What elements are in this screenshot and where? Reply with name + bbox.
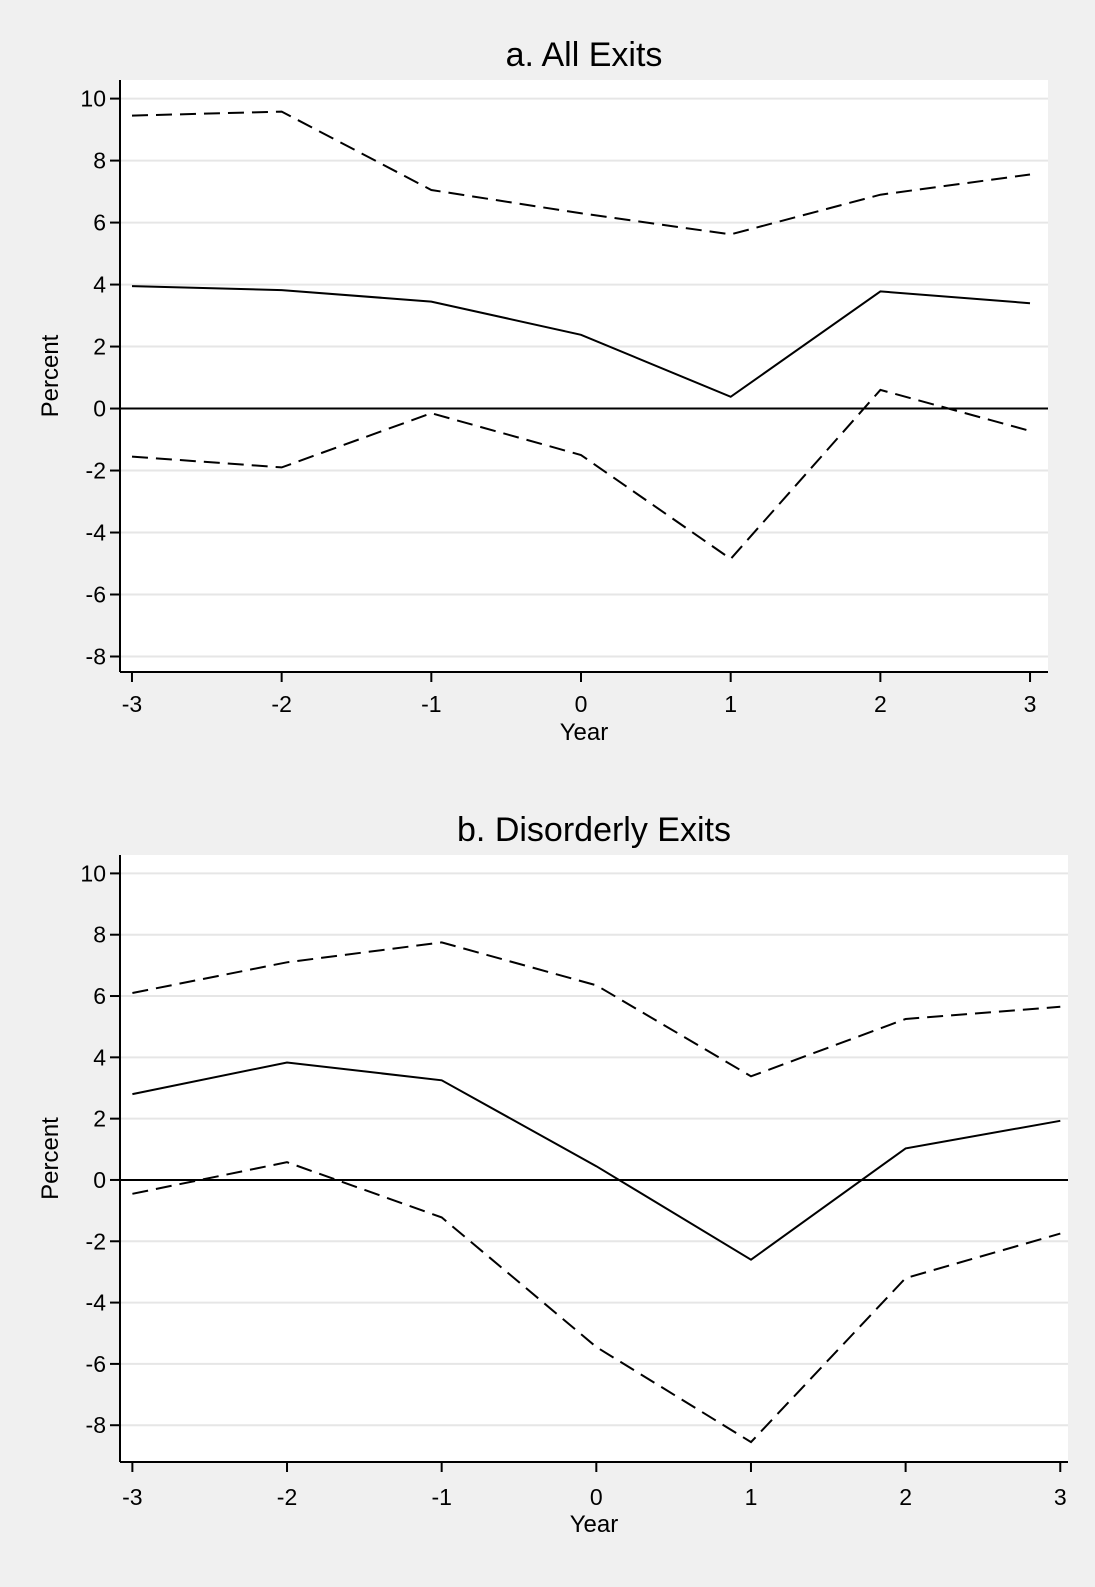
y-tick-label: 6 bbox=[93, 983, 106, 1009]
y-tick-label: -2 bbox=[86, 1228, 106, 1254]
x-tick-label: -1 bbox=[431, 1484, 451, 1510]
y-tick-label: 2 bbox=[93, 1106, 106, 1132]
y-tick-label: 0 bbox=[93, 1167, 106, 1193]
plot-area bbox=[120, 855, 1068, 1462]
y-tick-label: 8 bbox=[93, 148, 106, 174]
x-tick-label: -3 bbox=[122, 1484, 142, 1510]
x-tick-label: 0 bbox=[575, 691, 588, 717]
y-tick-label: 10 bbox=[80, 86, 106, 112]
x-tick-label: 2 bbox=[874, 691, 887, 717]
y-tick-label: 6 bbox=[93, 210, 106, 236]
chart-all-exits: a. All Exits -8 -6 -4 -2 0 2 4 6 8 10 -3 -2 -1 0 1 2 3 Yea… bbox=[37, 36, 1048, 746]
x-tick-label: 1 bbox=[724, 691, 737, 717]
series-line-upper-bound bbox=[131, 110, 1031, 236]
y-tick-label: -2 bbox=[86, 458, 106, 484]
y-tick-label: 0 bbox=[93, 396, 106, 422]
y-tick-label: -8 bbox=[86, 644, 106, 670]
y-tick-label: -6 bbox=[86, 1351, 106, 1377]
x-tick-label: 1 bbox=[745, 1484, 758, 1510]
x-tick-label: 0 bbox=[590, 1484, 603, 1510]
series-line-estimate bbox=[131, 285, 1031, 398]
y-tick-label: 4 bbox=[93, 272, 106, 298]
x-tick-label: 2 bbox=[899, 1484, 912, 1510]
y-tick-label: 4 bbox=[93, 1044, 106, 1070]
y-tick-label: -8 bbox=[86, 1412, 106, 1438]
chart-title: a. All Exits bbox=[506, 36, 663, 74]
y-tick-label: -4 bbox=[86, 1290, 107, 1316]
y-tick-label: 8 bbox=[93, 922, 106, 948]
y-tick-label: -4 bbox=[86, 520, 107, 546]
y-axis-title: Percent bbox=[37, 334, 64, 417]
y-axis-title: Percent bbox=[37, 1117, 64, 1200]
chart-title: b. Disorderly Exits bbox=[457, 811, 731, 849]
x-tick-label: 3 bbox=[1024, 691, 1037, 717]
y-tick-label: 10 bbox=[80, 860, 106, 886]
x-tick-label: 3 bbox=[1054, 1484, 1067, 1510]
x-tick-label: -2 bbox=[271, 691, 291, 717]
x-tick-label: -1 bbox=[421, 691, 441, 717]
y-tick-label: 2 bbox=[93, 334, 106, 360]
x-axis-title: Year bbox=[570, 1511, 619, 1538]
x-axis-title: Year bbox=[560, 719, 609, 746]
y-tick-label: -6 bbox=[86, 582, 106, 608]
series-line-lower-bound bbox=[132, 1161, 1061, 1444]
series-line-upper-bound bbox=[132, 941, 1061, 1078]
series-line-estimate bbox=[132, 1061, 1061, 1261]
x-tick-label: -2 bbox=[277, 1484, 297, 1510]
x-tick-label: -3 bbox=[122, 691, 142, 717]
series-line-lower-bound bbox=[131, 388, 1031, 561]
plot-area bbox=[120, 80, 1048, 672]
